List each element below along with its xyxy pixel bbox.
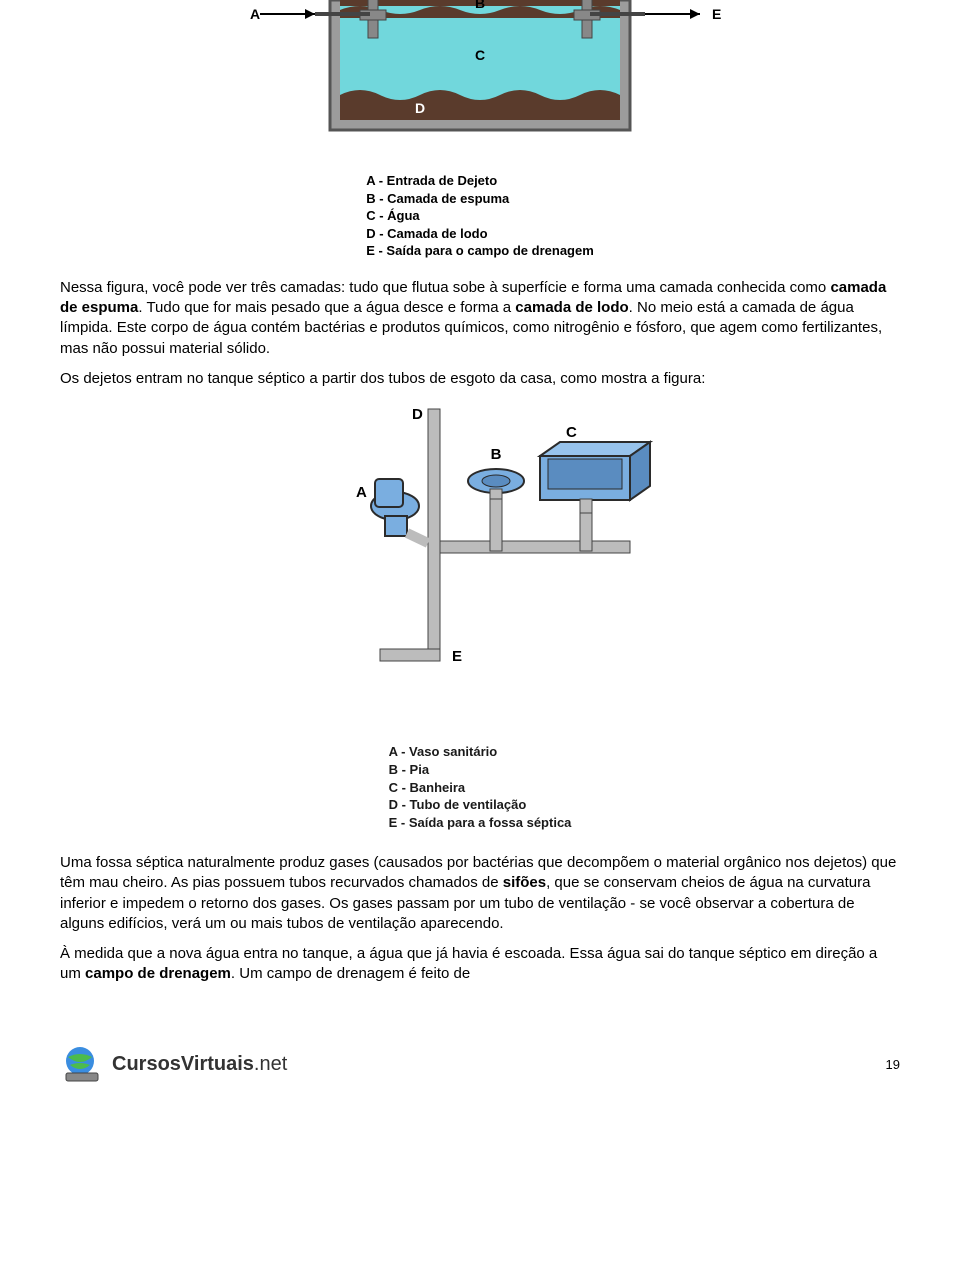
plumbing-label-b: B [491, 446, 502, 463]
site-name-bold: CursosVirtuais [112, 1053, 254, 1075]
tank-legend-line: D - Camada de lodo [366, 225, 594, 243]
plumbing-diagram-container: A B C D E [60, 401, 900, 727]
plumbing-legend: A - Vaso sanitário B - Pia C - Banheira … [389, 743, 572, 831]
paragraph-2: Os dejetos entram no tanque séptico a pa… [60, 369, 900, 389]
paragraph-4: À medida que a nova água entra no tanque… [60, 944, 900, 985]
plumbing-label-e: E [452, 648, 462, 665]
tank-label-b: B [475, 0, 485, 11]
plumbing-diagram: A B C D E [300, 401, 660, 721]
page-number: 19 [886, 1056, 900, 1074]
tank-legend-line: A - Entrada de Dejeto [366, 172, 594, 190]
tank-legend-line: E - Saída para o campo de drenagem [366, 242, 594, 260]
text-span: . Um campo de drenagem é feito de [231, 965, 470, 982]
tank-label-c: C [475, 47, 485, 63]
plumbing-legend-line: E - Saída para a fossa séptica [389, 814, 572, 832]
page-footer: CursosVirtuais.net 19 [60, 1045, 900, 1085]
site-name-ext: .net [254, 1053, 287, 1075]
globe-logo-icon [60, 1045, 104, 1085]
paragraph-1: Nessa figura, você pode ver três camadas… [60, 278, 900, 359]
plumbing-label-d: D [412, 406, 423, 423]
bold-term: sifões [503, 874, 546, 891]
plumbing-legend-line: C - Banheira [389, 779, 572, 797]
tank-diagram: A B C D E [220, 0, 740, 150]
toilet-icon [371, 479, 419, 536]
plumbing-legend-line: A - Vaso sanitário [389, 743, 572, 761]
plumbing-legend-line: D - Tubo de ventilação [389, 796, 572, 814]
tank-diagram-container: A B C D E [60, 0, 900, 156]
tank-label-a: A [250, 6, 260, 22]
plumbing-label-c: C [566, 424, 577, 441]
text-span: Nessa figura, você pode ver três camadas… [60, 279, 830, 296]
tank-legend-line: C - Água [366, 207, 594, 225]
sink-icon [468, 469, 524, 499]
text-span: . Tudo que for mais pesado que a água de… [138, 299, 515, 316]
site-name: CursosVirtuais.net [112, 1051, 287, 1078]
tank-label-e: E [712, 6, 721, 22]
plumbing-label-a: A [356, 484, 367, 501]
bathtub-icon [540, 442, 650, 500]
bold-term: campo de drenagem [85, 965, 231, 982]
paragraph-3: Uma fossa séptica naturalmente produz ga… [60, 853, 900, 934]
tank-legend: A - Entrada de Dejeto B - Camada de espu… [366, 172, 594, 260]
tank-label-d: D [415, 100, 425, 116]
bold-term: camada de lodo [515, 299, 628, 316]
tank-legend-line: B - Camada de espuma [366, 190, 594, 208]
plumbing-legend-line: B - Pia [389, 761, 572, 779]
